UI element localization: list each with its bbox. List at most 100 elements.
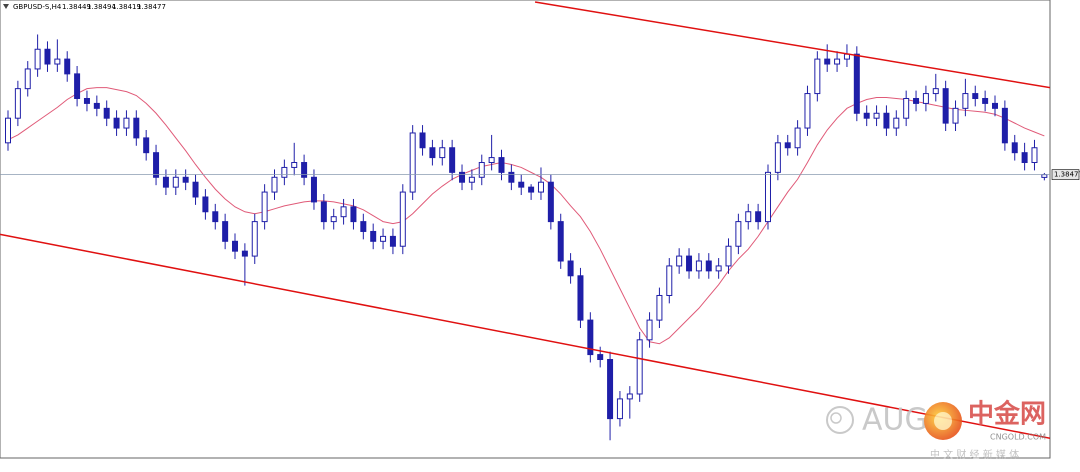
candle-body bbox=[893, 117, 900, 129]
current-price-label: 1.38477 bbox=[1054, 171, 1080, 179]
watermark-text: AUG bbox=[862, 403, 928, 438]
trend-line bbox=[534, 1, 1050, 89]
candle-body bbox=[853, 53, 860, 114]
candle-body bbox=[626, 393, 633, 400]
candle-body bbox=[735, 221, 742, 247]
axis-layer: 1.38477 bbox=[1051, 169, 1080, 180]
candle-body bbox=[320, 201, 327, 223]
candle-body bbox=[843, 53, 850, 60]
watermark-icon bbox=[830, 412, 842, 424]
chart-menu-icon bbox=[3, 4, 9, 9]
candle-body bbox=[982, 97, 989, 104]
trend-line bbox=[0, 233, 1050, 440]
candle-body bbox=[261, 191, 268, 223]
candle-body bbox=[409, 132, 416, 193]
candle-body bbox=[182, 176, 189, 183]
candle-body bbox=[834, 58, 841, 65]
candle-body bbox=[5, 117, 11, 144]
candle-body bbox=[636, 339, 643, 395]
candle-body bbox=[607, 359, 614, 420]
candle-body bbox=[528, 186, 535, 193]
candle-body bbox=[814, 58, 821, 95]
candle-body bbox=[449, 147, 456, 173]
candle-body bbox=[380, 235, 387, 242]
candle-body bbox=[567, 260, 574, 277]
candle-body bbox=[922, 93, 929, 104]
candle-body bbox=[715, 265, 722, 272]
brand-site: CNGOLD.COM bbox=[990, 433, 1046, 442]
candle-body bbox=[824, 58, 831, 65]
candle-body bbox=[764, 171, 771, 223]
candle-body bbox=[212, 211, 219, 223]
candle-body bbox=[123, 117, 130, 129]
candle-body bbox=[932, 88, 939, 95]
candle-body bbox=[192, 181, 199, 198]
last-low: 1.38419 bbox=[112, 3, 141, 11]
candle-body bbox=[222, 221, 229, 242]
current-price-box bbox=[1051, 169, 1080, 180]
last-close: 1.38477 bbox=[137, 3, 166, 11]
watermark: AUG 中金网 CNGOLD.COM 中 文 财 经 新 媒 体 bbox=[826, 399, 1046, 461]
candle-body bbox=[24, 68, 31, 90]
candle-body bbox=[399, 191, 406, 247]
candle-body bbox=[429, 147, 436, 159]
candle-body bbox=[557, 221, 564, 262]
candle-body bbox=[232, 240, 239, 252]
candle-body bbox=[784, 142, 791, 149]
candle-body bbox=[330, 216, 337, 223]
candle-body bbox=[251, 221, 258, 257]
candle-body bbox=[804, 93, 811, 129]
candle-body bbox=[241, 250, 248, 257]
candle-body bbox=[459, 171, 466, 183]
candle-body bbox=[64, 58, 71, 75]
candle-body bbox=[587, 319, 594, 356]
candle-body bbox=[44, 48, 51, 65]
moving-average bbox=[7, 87, 1045, 345]
candle-body bbox=[498, 157, 505, 173]
mark-layer bbox=[0, 1, 1050, 441]
candle-body bbox=[83, 97, 90, 104]
candle-body bbox=[705, 260, 712, 272]
candle-body bbox=[468, 176, 475, 183]
candle-body bbox=[14, 88, 21, 119]
candle-body bbox=[913, 97, 920, 104]
candle-body bbox=[656, 294, 663, 321]
candle-body bbox=[202, 196, 209, 213]
candle-body bbox=[34, 48, 41, 70]
candle-body bbox=[301, 162, 308, 178]
candle-body bbox=[478, 162, 485, 178]
candle-body bbox=[883, 112, 890, 129]
candle-body bbox=[903, 97, 910, 119]
candle-body bbox=[597, 354, 604, 361]
candle-body bbox=[291, 162, 298, 168]
candle-body bbox=[725, 245, 732, 267]
candle-body bbox=[952, 107, 959, 124]
candle-body bbox=[360, 221, 367, 232]
candle-body bbox=[281, 166, 288, 178]
candle-body bbox=[419, 132, 426, 149]
candle-body bbox=[962, 93, 969, 109]
candle-body bbox=[577, 275, 584, 321]
candle-body bbox=[518, 181, 525, 188]
candle-body bbox=[646, 319, 653, 341]
last-high: 1.38494 bbox=[87, 3, 116, 11]
candle-body bbox=[370, 230, 377, 242]
plot-area bbox=[0, 0, 1051, 459]
candle-body bbox=[143, 137, 150, 154]
candle-body bbox=[863, 112, 870, 119]
candle-body bbox=[74, 73, 81, 99]
candle-body bbox=[153, 152, 160, 178]
candle-body bbox=[54, 58, 61, 65]
candle-body bbox=[508, 171, 515, 183]
candle-body bbox=[774, 142, 781, 173]
candle-body bbox=[547, 181, 554, 223]
candle-body bbox=[1001, 107, 1008, 144]
candle-body bbox=[616, 398, 623, 420]
brand-logo bbox=[934, 412, 952, 430]
brand-name: 中金网 bbox=[968, 399, 1046, 430]
candle-body bbox=[113, 117, 120, 129]
candle-body bbox=[1011, 142, 1018, 154]
candle-body bbox=[942, 88, 949, 124]
